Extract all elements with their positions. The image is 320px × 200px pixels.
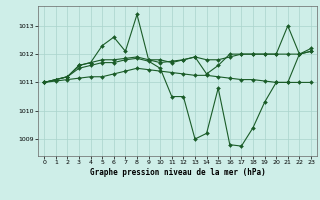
X-axis label: Graphe pression niveau de la mer (hPa): Graphe pression niveau de la mer (hPa) [90,168,266,177]
